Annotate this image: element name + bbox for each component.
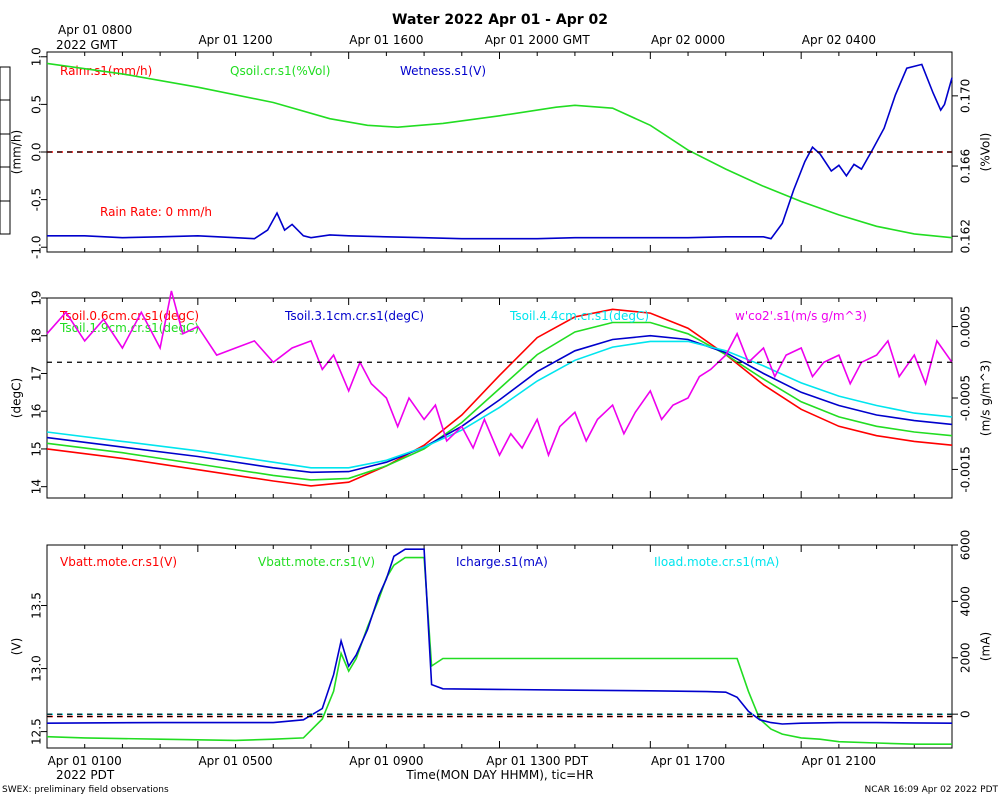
left-axis-label: (V): [10, 638, 24, 656]
left-tick-label: 17: [30, 366, 44, 381]
right-tick-label: 4000: [959, 586, 973, 617]
right-tick-label: 2000: [959, 643, 973, 674]
left-tick-label: 16: [30, 404, 44, 419]
right-tick-label: -0.0015: [959, 446, 973, 492]
legend-label: Vbatt.mote.cr.s1(V): [60, 555, 177, 569]
legend-label: Tsoil.3.1cm.cr.s1(degC): [284, 309, 424, 323]
bottom-tick-label: Apr 01 2100: [802, 754, 876, 768]
bottom-tick-label: Apr 01 1300 PDT: [486, 754, 588, 768]
top-tick-label: Apr 02 0400: [802, 33, 876, 47]
x-axis-title: Time(MON DAY HHMM), tic=HR: [405, 768, 593, 782]
bottom-tick-label: Apr 01 0500: [198, 754, 272, 768]
panel-3: 12.5 13.0 13.5 0 2000 4000 6000 (V) (mA) Vbatt.mo…: [10, 530, 993, 749]
right-axis-label: (%Vol): [979, 133, 993, 172]
panels: -1.0 -0.5 0.0 0.5 1.0 0.162 0.166 0.170 (mm/h) (%…: [10, 47, 993, 749]
legend-label: Tsoil.0.6cm.cr.s1(degC): [59, 309, 199, 323]
panel-2: 14 15 16 17 18 19 -0.0015 -0.0005 0.0005 (degC) (m…: [10, 290, 993, 499]
top-axis-start-label: Apr 01 0800: [58, 23, 132, 37]
panel-1: -1.0 -0.5 0.0 0.5 1.0 0.162 0.166 0.170 (mm/h) (%…: [10, 47, 993, 259]
legend-label: Icharge.s1(mA): [456, 555, 548, 569]
top-tick-label: Apr 01 1600: [349, 33, 423, 47]
top-axis-start-year: 2022 GMT: [56, 38, 118, 52]
series-line: [47, 63, 953, 240]
left-axis-label: (degC): [10, 378, 24, 418]
footer-left: SWEX: preliminary field observations: [2, 785, 169, 795]
right-tick-label: 0.0005: [959, 306, 973, 348]
left-tick-label: 14: [30, 479, 44, 494]
footer-right: NCAR 16:09 Apr 02 2022 PDT: [865, 785, 999, 795]
left-tick-label: 0.0: [30, 142, 44, 161]
top-tick-label: Apr 01 2000 GMT: [485, 33, 591, 47]
bottom-tick-label: Apr 01 0100: [48, 754, 122, 768]
left-tick-label: -1.0: [30, 236, 44, 259]
legend-label: w'co2'.s1(m/s g/m^3): [735, 309, 867, 323]
series-line: [46, 340, 953, 469]
panel-frame: [46, 544, 953, 749]
top-tick-label: Apr 01 1200: [198, 33, 272, 47]
right-axis-label: (mA): [979, 632, 993, 661]
right-tick-label: 0: [959, 710, 973, 718]
series-line: [46, 62, 953, 239]
right-tick-label: 0.162: [959, 219, 973, 253]
left-tick-label: 15: [30, 441, 44, 456]
series-line: [46, 321, 953, 481]
left-tick-label: 1.0: [30, 47, 44, 66]
series-line: [46, 308, 953, 487]
right-tick-label: -0.0005: [959, 375, 973, 421]
series-line: [46, 334, 953, 474]
bottom-axis: Apr 01 0100 Apr 01 0500 Apr 01 0900 Apr 01 …: [48, 754, 876, 768]
left-tick-label: 13.0: [30, 655, 44, 682]
right-tick-label: 0.166: [959, 149, 973, 183]
rain-rate-annotation: Rain Rate: 0 mm/h: [100, 205, 212, 219]
top-tick-label: Apr 02 0000: [651, 33, 725, 47]
left-tick-label: 13.5: [30, 592, 44, 619]
bottom-tick-label: Apr 01 0900: [349, 754, 423, 768]
left-tick-label: 18: [30, 328, 44, 343]
series-line: [46, 290, 953, 458]
left-scale-bracket: [0, 66, 11, 235]
legend-label: Iload.mote.cr.s1(mA): [654, 555, 779, 569]
right-tick-label: 6000: [959, 530, 973, 561]
bottom-axis-year-label: 2022 PDT: [56, 768, 115, 782]
legend-label: Wetness.s1(V): [400, 64, 486, 78]
series-line: [46, 548, 953, 725]
legend-label: Qsoil.cr.s1(%Vol): [230, 64, 330, 78]
left-tick-label: 0.5: [30, 95, 44, 114]
left-tick-label: 12.5: [30, 718, 44, 745]
legend-label: Tsoil.4.4cm.cr.s1(degC): [509, 309, 649, 323]
legend-label: Vbatt.mote.cr.s1(V): [258, 555, 375, 569]
top-axis: Apr 01 1200 Apr 01 1600 Apr 01 2000 GMT Apr…: [198, 33, 876, 47]
left-axis-label: (mm/h): [10, 130, 24, 174]
bottom-tick-label: Apr 01 1700: [651, 754, 725, 768]
left-tick-label: 19: [30, 290, 44, 305]
right-tick-label: 0.170: [959, 79, 973, 113]
chart-title: Water 2022 Apr 01 - Apr 02: [392, 12, 608, 28]
right-axis-label: (m/s g/m^3): [979, 360, 993, 436]
left-tick-label: -0.5: [30, 188, 44, 211]
